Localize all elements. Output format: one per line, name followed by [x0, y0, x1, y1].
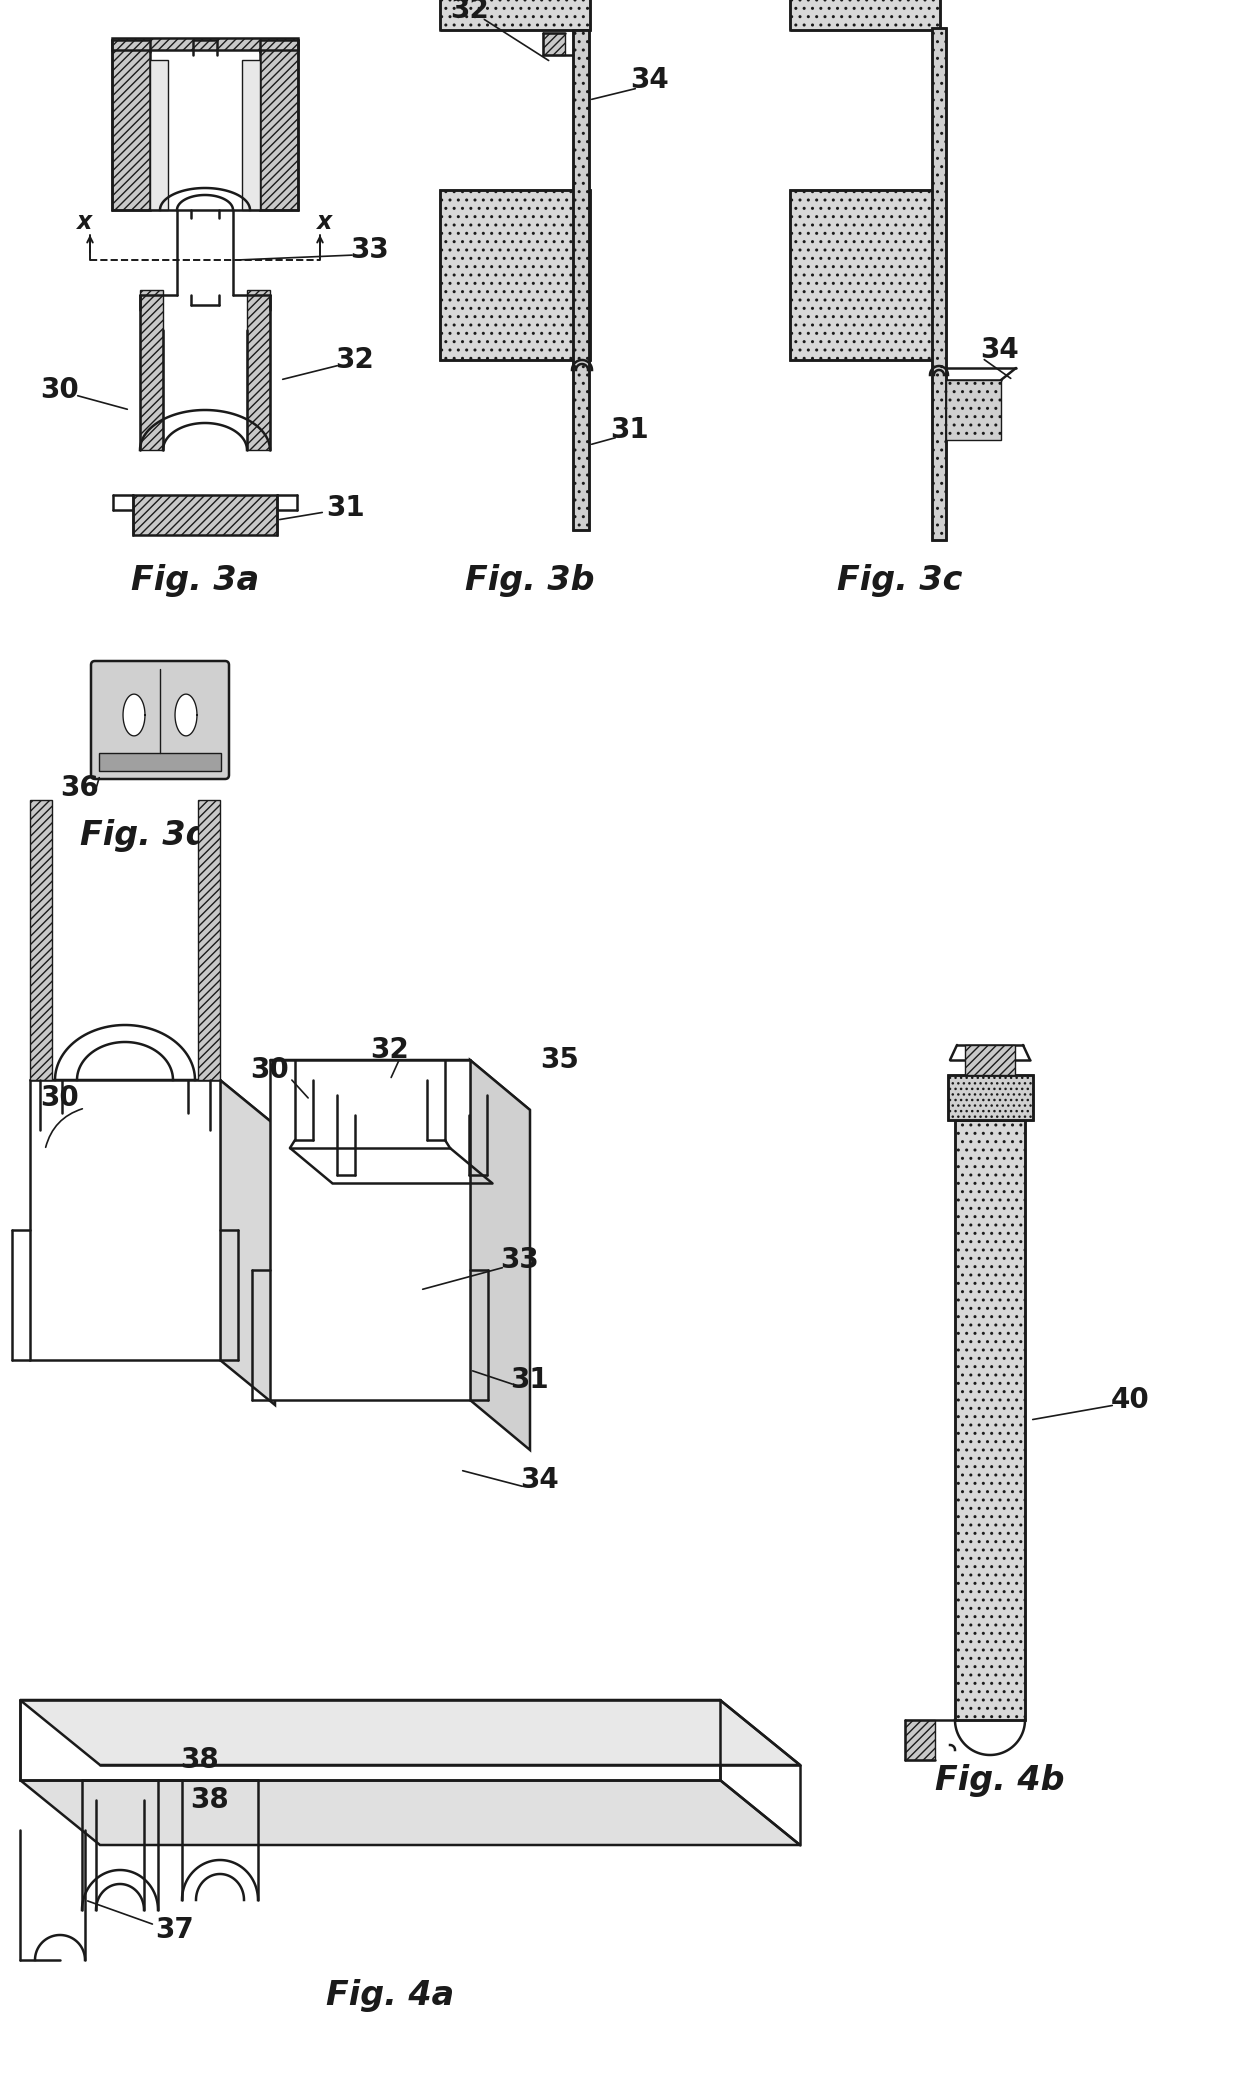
Text: 40: 40: [1111, 1385, 1149, 1414]
Bar: [543, 33, 565, 54]
Text: 36: 36: [61, 775, 99, 802]
Bar: [905, 1721, 935, 1760]
Polygon shape: [270, 1060, 470, 1400]
Polygon shape: [219, 1079, 275, 1406]
Text: 30: 30: [250, 1056, 289, 1083]
Text: 34: 34: [981, 335, 1019, 365]
Bar: [790, 190, 940, 360]
Bar: [112, 37, 298, 50]
Polygon shape: [270, 1060, 529, 1110]
Text: 30: 30: [41, 1083, 79, 1112]
Bar: [140, 290, 162, 450]
Text: Fig. 4b: Fig. 4b: [935, 1764, 1065, 1798]
Polygon shape: [20, 1700, 800, 1764]
Text: 32: 32: [336, 346, 374, 375]
Text: x: x: [317, 210, 332, 233]
Polygon shape: [30, 1079, 219, 1360]
Bar: [20, 1700, 720, 1781]
Bar: [946, 379, 1001, 440]
Bar: [440, 0, 590, 29]
Bar: [790, 190, 940, 360]
Text: Fig. 3b: Fig. 3b: [465, 564, 595, 598]
Bar: [949, 1075, 1033, 1121]
Text: 32: 32: [371, 1035, 409, 1064]
Bar: [955, 1121, 1025, 1721]
Bar: [260, 40, 298, 210]
Text: 38: 38: [191, 1785, 229, 1814]
Bar: [932, 27, 946, 539]
Bar: [790, 0, 940, 29]
Text: 31: 31: [326, 494, 365, 523]
Polygon shape: [470, 1060, 529, 1450]
Bar: [932, 27, 946, 539]
Bar: [247, 290, 270, 450]
Bar: [573, 29, 589, 529]
Bar: [150, 60, 167, 210]
Bar: [440, 190, 590, 360]
Bar: [30, 800, 52, 1079]
Bar: [440, 0, 590, 29]
Bar: [955, 1121, 1025, 1721]
Bar: [112, 40, 150, 210]
Text: Fig. 3d: Fig. 3d: [81, 819, 210, 852]
Text: 35: 35: [541, 1046, 579, 1075]
Text: 32: 32: [450, 0, 490, 25]
Text: Fig. 4a: Fig. 4a: [326, 1979, 454, 2012]
Text: 34: 34: [631, 67, 670, 94]
Polygon shape: [30, 1079, 275, 1125]
Text: 31: 31: [610, 417, 650, 444]
Text: 33: 33: [501, 1246, 539, 1275]
Bar: [949, 1075, 1033, 1121]
Bar: [790, 0, 940, 29]
Bar: [99, 752, 221, 771]
Polygon shape: [123, 694, 145, 735]
Text: x: x: [77, 210, 93, 233]
Text: 30: 30: [41, 377, 79, 404]
Bar: [133, 496, 277, 535]
Bar: [198, 800, 219, 1079]
Text: 31: 31: [511, 1366, 549, 1394]
Text: 34: 34: [521, 1466, 559, 1494]
Bar: [573, 29, 589, 529]
Bar: [440, 190, 590, 360]
Text: Fig. 3a: Fig. 3a: [131, 564, 259, 598]
Bar: [242, 60, 260, 210]
Polygon shape: [20, 1781, 800, 1846]
Text: 38: 38: [181, 1746, 219, 1775]
Text: 37: 37: [156, 1916, 195, 1943]
Text: Fig. 3c: Fig. 3c: [837, 564, 962, 598]
FancyBboxPatch shape: [91, 660, 229, 779]
Polygon shape: [175, 694, 197, 735]
Bar: [965, 1046, 1016, 1075]
Text: 33: 33: [351, 235, 389, 265]
